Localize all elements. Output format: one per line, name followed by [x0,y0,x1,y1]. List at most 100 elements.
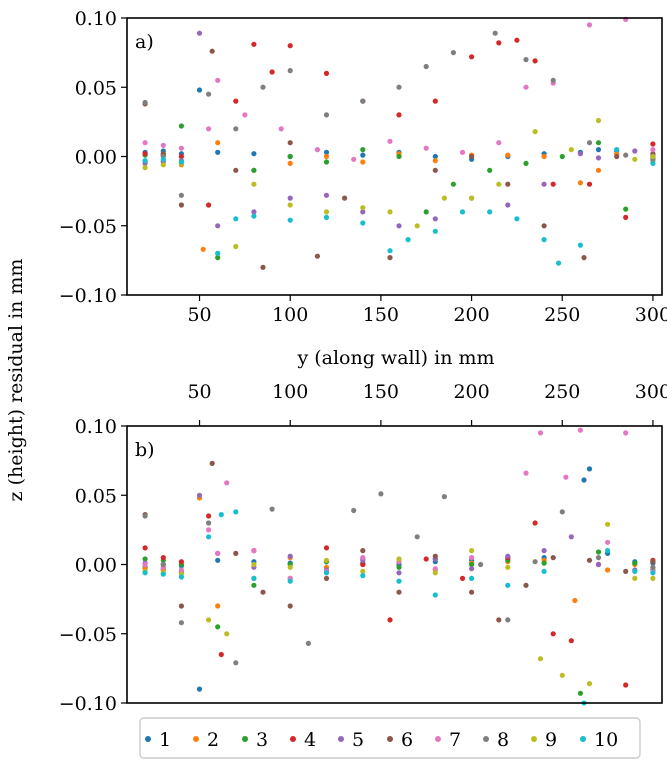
data-point-series-5 [541,548,547,554]
data-point-series-9 [323,557,330,563]
data-point-series-5 [595,561,602,568]
data-point-series-8 [532,559,538,565]
data-point-series-8 [650,564,656,570]
legend-marker-1 [145,736,151,742]
data-point-series-4 [178,153,184,160]
data-point-series-6 [178,603,184,609]
data-point-series-10 [432,228,438,234]
legend-marker-5 [338,736,344,742]
data-point-series-7 [523,470,529,476]
data-point-series-8 [178,620,184,626]
data-point-series-2 [605,567,611,573]
data-point-series-4 [206,202,212,208]
data-point-series-6 [496,617,502,623]
x-tick-label: 200 [453,304,489,326]
data-point-series-10 [396,578,402,584]
legend-label-1: 1 [159,729,171,751]
data-point-series-8 [178,192,184,198]
data-point-series-5 [323,192,330,198]
data-point-series-10 [323,570,330,576]
data-point-series-10 [160,156,166,162]
data-point-series-7 [206,527,212,533]
data-point-series-7 [469,555,475,561]
data-point-series-4 [650,141,656,147]
data-point-series-5 [505,553,511,559]
data-point-series-10 [605,548,611,554]
data-point-series-9 [605,521,611,527]
data-point-series-1 [196,87,203,93]
data-point-series-4 [178,559,184,565]
data-point-series-6 [323,575,330,582]
legend-item-5: 5 [338,729,364,751]
data-point-series-3 [450,181,456,187]
data-point-series-3 [577,690,584,696]
data-point-series-9 [360,205,366,211]
y-tick-label: −0.10 [59,285,117,307]
legend-item-9: 9 [531,729,557,751]
data-point-series-9 [469,548,475,554]
data-point-series-7 [215,77,221,83]
data-point-series-5 [196,492,203,498]
x-tick-label: 200 [453,381,489,403]
data-point-series-9 [469,195,475,201]
data-point-series-10 [405,237,411,243]
legend-label-6: 6 [401,729,413,751]
data-point-series-2 [323,153,330,160]
data-point-series-8 [450,50,456,56]
legend-marker-2 [193,736,199,742]
data-point-series-8 [305,640,311,647]
data-point-series-6 [178,202,184,208]
data-point-series-4 [218,651,224,658]
data-point-series-3 [423,209,429,215]
data-point-series-7 [278,126,284,132]
data-point-series-8 [505,617,511,623]
data-point-series-9 [568,147,574,153]
data-point-series-9 [496,181,502,187]
data-point-series-4 [532,520,538,526]
data-point-series-8 [441,494,447,500]
data-point-series-9 [224,631,230,637]
data-point-series-7 [251,548,257,554]
data-point-series-7 [623,430,629,436]
data-point-series-2 [215,603,221,609]
data-point-series-3 [251,167,257,173]
data-point-series-7 [563,474,569,480]
data-point-series-7 [360,555,366,561]
data-point-series-3 [623,206,629,212]
data-point-series-7 [459,149,466,155]
data-point-series-6 [233,550,239,557]
legend-marker-9 [531,736,537,742]
data-point-series-8 [142,513,148,519]
data-point-series-4 [623,214,629,220]
data-point-series-7 [537,430,544,436]
legend-item-2: 2 [193,729,219,751]
data-point-series-3 [251,582,257,588]
data-point-series-7 [242,112,248,118]
legend-item-7: 7 [435,729,461,751]
data-point-series-7 [523,84,529,90]
data-point-series-7 [387,138,393,144]
data-point-series-2 [572,597,578,604]
panel-a: 0.10 0.05 0.00 −0.05 −0.10 50 100 150 200 250 300 a… [59,8,667,326]
data-point-series-4 [496,40,502,46]
data-point-series-8 [414,534,420,540]
plot-frame-b [126,425,663,704]
data-point-series-4 [550,181,556,187]
data-point-series-5 [568,534,574,540]
data-point-series-9 [251,561,257,568]
data-point-series-8 [523,57,529,63]
data-point-series-4 [568,638,574,644]
data-point-series-8 [233,126,239,132]
data-point-series-3 [287,153,293,160]
y-tick-label: −0.05 [59,624,117,646]
legend-marker-3 [242,736,248,742]
data-point-series-3 [541,560,547,566]
data-point-series-8 [287,68,293,74]
x-tick-label: 50 [187,381,211,403]
data-point-series-6 [469,589,475,595]
data-point-series-9 [287,202,293,208]
data-point-series-8 [142,99,148,106]
data-point-series-3 [323,159,330,165]
data-point-series-10 [469,575,475,582]
